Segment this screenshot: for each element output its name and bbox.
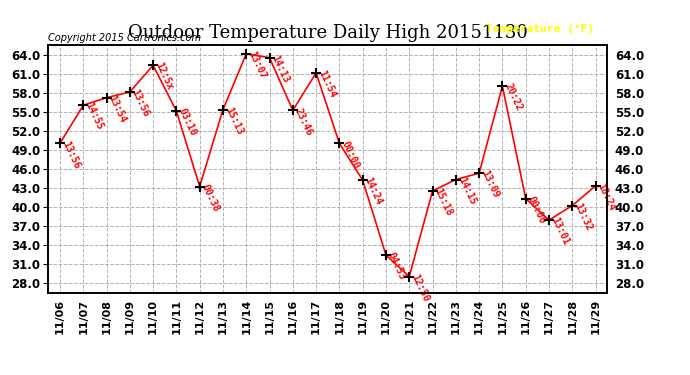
Text: 00:38: 00:38 [199,182,221,213]
Text: 14:55: 14:55 [83,101,105,132]
Text: 00:00: 00:00 [339,139,361,170]
Text: Copyright 2015 Cartronics.com: Copyright 2015 Cartronics.com [48,33,201,42]
Text: 03:10: 03:10 [177,107,198,138]
Text: 13:01: 13:01 [549,216,571,247]
Text: Temperature (°F): Temperature (°F) [486,24,594,34]
Text: 18:24: 18:24 [595,182,617,213]
Text: 23:46: 23:46 [293,106,315,137]
Text: 13:32: 13:32 [572,201,594,232]
Text: 13:09: 13:09 [479,169,501,200]
Text: 15:13: 15:13 [223,105,244,136]
Text: 13:07: 13:07 [246,50,268,81]
Text: 04:53: 04:53 [386,251,408,282]
Text: 20:22: 20:22 [502,82,524,113]
Text: 14:24: 14:24 [363,176,384,207]
Text: 13:56: 13:56 [130,88,151,118]
Text: 14:15: 14:15 [456,175,477,206]
Text: 00:00: 00:00 [526,194,547,225]
Text: 12:50: 12:50 [409,272,431,303]
Text: 15:18: 15:18 [433,187,454,218]
Text: 13:54: 13:54 [106,93,128,124]
Text: 12:5x: 12:5x [153,61,175,92]
Text: 14:13: 14:13 [270,54,291,84]
Text: 11:54: 11:54 [316,69,337,99]
Text: 13:56: 13:56 [60,139,81,170]
Title: Outdoor Temperature Daily High 20151130: Outdoor Temperature Daily High 20151130 [128,24,528,42]
